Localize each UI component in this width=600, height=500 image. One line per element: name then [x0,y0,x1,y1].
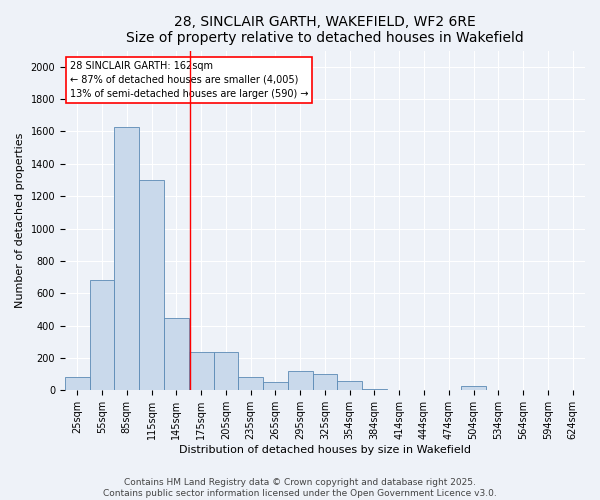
Bar [313,374,337,390]
Bar [189,352,214,391]
Bar [164,318,189,390]
Bar [461,386,486,390]
Bar [115,126,139,390]
Bar [238,378,263,390]
X-axis label: Distribution of detached houses by size in Wakefield: Distribution of detached houses by size … [179,445,471,455]
Text: 28 SINCLAIR GARTH: 162sqm
← 87% of detached houses are smaller (4,005)
13% of se: 28 SINCLAIR GARTH: 162sqm ← 87% of detac… [70,60,308,98]
Bar [139,180,164,390]
Bar [65,378,89,390]
Bar [288,371,313,390]
Text: Contains HM Land Registry data © Crown copyright and database right 2025.
Contai: Contains HM Land Registry data © Crown c… [103,478,497,498]
Bar [362,388,387,390]
Y-axis label: Number of detached properties: Number of detached properties [15,133,25,308]
Bar [337,380,362,390]
Title: 28, SINCLAIR GARTH, WAKEFIELD, WF2 6RE
Size of property relative to detached hou: 28, SINCLAIR GARTH, WAKEFIELD, WF2 6RE S… [126,15,524,45]
Bar [89,280,115,390]
Bar [263,382,288,390]
Bar [214,352,238,391]
